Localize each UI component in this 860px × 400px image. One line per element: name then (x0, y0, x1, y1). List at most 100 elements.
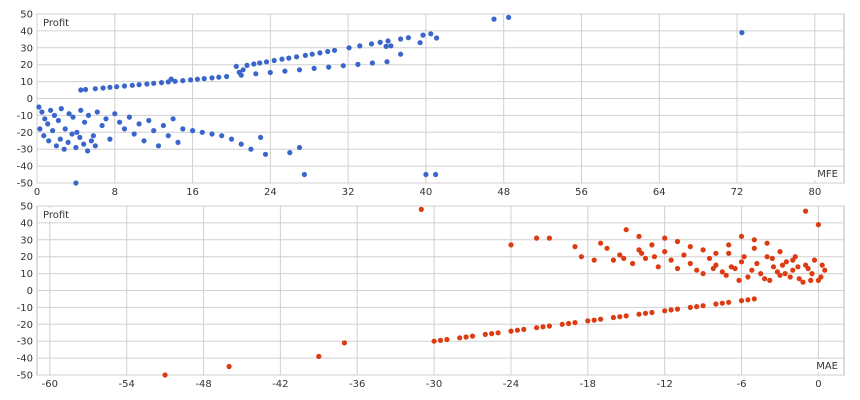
data-point (294, 54, 300, 60)
data-point (341, 340, 347, 346)
x-tick-label: -54 (118, 379, 134, 390)
data-point (271, 57, 277, 64)
data-point (316, 353, 322, 359)
data-point (188, 77, 194, 83)
data-point (534, 325, 540, 331)
data-point (73, 180, 79, 186)
data-point (687, 260, 693, 267)
y-tick-label: 50 (20, 10, 33, 21)
data-point (809, 271, 815, 277)
data-point (216, 74, 222, 80)
data-point (591, 257, 597, 263)
data-point (604, 245, 610, 251)
data-point (726, 250, 732, 256)
data-point (282, 68, 288, 74)
x-tick-label: 80 (808, 187, 821, 198)
data-point (136, 121, 142, 127)
data-point (534, 235, 540, 241)
data-point (201, 76, 207, 82)
x-tick-label: -36 (349, 379, 365, 390)
data-point (258, 134, 264, 140)
data-point (286, 55, 292, 61)
data-point (815, 222, 822, 228)
data-point (61, 146, 67, 152)
data-point (296, 144, 303, 151)
data-point (190, 128, 196, 134)
data-point (162, 372, 168, 378)
x-tick-label: 32 (342, 187, 355, 198)
data-point (99, 122, 105, 129)
x-tick-label: -24 (503, 379, 519, 390)
data-point (803, 208, 809, 214)
data-point (151, 128, 157, 134)
data-point (764, 240, 770, 246)
data-point (74, 129, 80, 135)
data-point (728, 264, 734, 270)
data-point (469, 333, 476, 339)
data-point (764, 254, 770, 260)
x-tick-label: 56 (575, 187, 588, 198)
data-point (668, 257, 674, 263)
data-point (144, 81, 150, 87)
data-point (180, 126, 186, 132)
data-point (738, 233, 745, 239)
data-point (610, 257, 617, 263)
y-axis-label: Profit (43, 18, 69, 29)
x-tick-label: 48 (497, 187, 510, 198)
data-point (617, 314, 623, 320)
data-point (36, 104, 42, 110)
x-label-bg (814, 167, 842, 180)
data-point (42, 116, 48, 122)
series-1 (36, 14, 745, 186)
data-point (795, 264, 801, 270)
data-point (160, 122, 166, 129)
data-point (226, 363, 232, 370)
data-point (751, 296, 757, 302)
data-point (444, 336, 450, 343)
data-point (85, 148, 91, 154)
data-point (114, 84, 120, 90)
data-point (257, 60, 263, 66)
x-tick-label: 24 (264, 187, 277, 198)
data-point (170, 116, 176, 122)
data-point (546, 235, 553, 241)
y-tick-label: 50 (20, 202, 33, 213)
data-point (674, 238, 681, 245)
data-point (540, 324, 546, 330)
y-tick-label: 20 (20, 60, 33, 71)
data-point (572, 244, 578, 250)
x-tick-label: 64 (653, 187, 666, 198)
data-point (585, 318, 591, 324)
data-point (90, 133, 96, 139)
data-point (41, 133, 47, 139)
y-tick-label: 40 (20, 26, 33, 37)
y-tick-label: -10 (17, 111, 33, 122)
data-point (62, 126, 68, 132)
data-point (398, 36, 404, 42)
data-point (180, 78, 186, 84)
data-point (521, 326, 527, 332)
data-point (719, 269, 725, 275)
data-point (311, 65, 317, 71)
data-point (777, 249, 783, 255)
data-point (668, 307, 674, 313)
data-point (325, 48, 331, 55)
data-point (253, 71, 259, 77)
data-point (100, 85, 106, 91)
data-point (92, 143, 98, 149)
data-point (700, 247, 706, 253)
y-tick-label: 30 (20, 43, 33, 54)
y-tick-label: 20 (20, 252, 33, 263)
y-label-bg (39, 16, 69, 29)
x-tick-label: 40 (420, 187, 433, 198)
data-point (623, 227, 629, 233)
data-point (787, 274, 793, 280)
data-point (710, 265, 716, 272)
data-point (636, 311, 642, 317)
data-point (45, 121, 51, 127)
data-point (694, 267, 700, 273)
data-point (819, 262, 825, 268)
data-point (326, 64, 332, 70)
data-point (754, 260, 760, 267)
y-tick-label: -10 (17, 303, 33, 314)
